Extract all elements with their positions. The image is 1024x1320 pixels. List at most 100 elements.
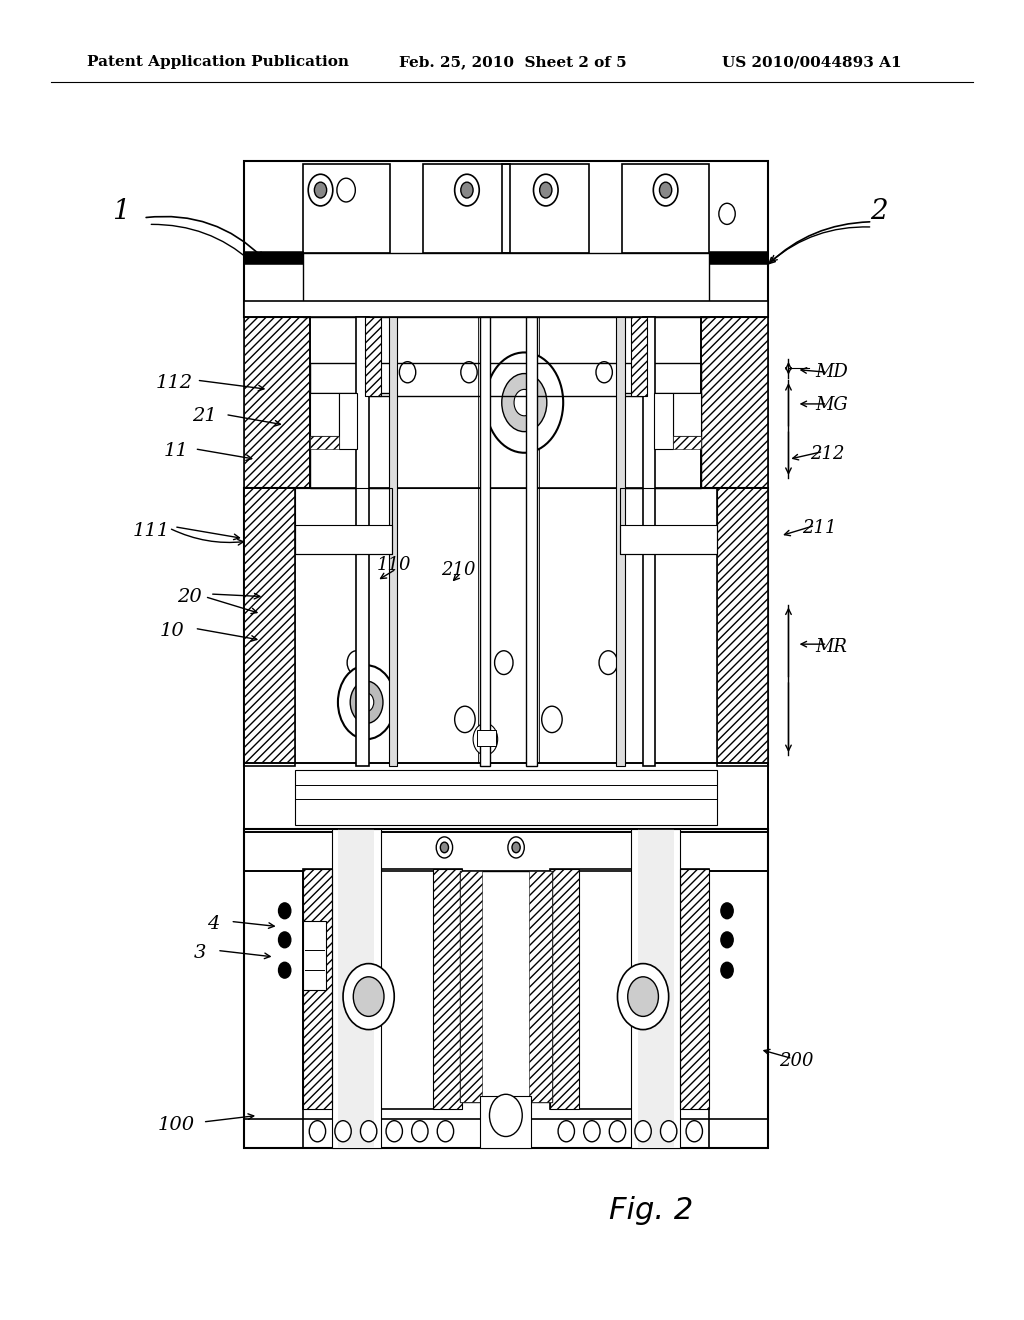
- Bar: [680, 869, 709, 1109]
- Circle shape: [584, 1121, 600, 1142]
- Text: 211: 211: [802, 519, 837, 537]
- Circle shape: [660, 1121, 677, 1142]
- Circle shape: [455, 706, 475, 733]
- Bar: [701, 317, 768, 488]
- Bar: [502, 164, 589, 253]
- Circle shape: [279, 903, 291, 919]
- Bar: [303, 869, 462, 1109]
- Circle shape: [485, 352, 563, 453]
- Bar: [303, 869, 332, 1109]
- Bar: [480, 1096, 531, 1148]
- Circle shape: [353, 977, 384, 1016]
- Bar: [709, 871, 768, 1148]
- Circle shape: [440, 842, 449, 853]
- Bar: [717, 488, 768, 766]
- Bar: [244, 317, 310, 488]
- Circle shape: [360, 1121, 377, 1142]
- Bar: [338, 829, 374, 1148]
- Bar: [654, 393, 673, 449]
- Bar: [244, 488, 295, 766]
- Bar: [356, 317, 369, 766]
- Bar: [423, 164, 510, 253]
- Bar: [616, 317, 625, 766]
- Bar: [244, 1119, 768, 1148]
- Bar: [303, 164, 390, 253]
- Text: 111: 111: [133, 521, 170, 540]
- Circle shape: [508, 837, 524, 858]
- Bar: [460, 871, 552, 1102]
- Circle shape: [721, 962, 733, 978]
- Text: 20: 20: [177, 587, 202, 606]
- Circle shape: [350, 681, 383, 723]
- Circle shape: [502, 374, 547, 432]
- Text: 112: 112: [156, 374, 193, 392]
- Bar: [303, 921, 326, 990]
- Circle shape: [309, 1121, 326, 1142]
- Circle shape: [399, 362, 416, 383]
- Circle shape: [279, 932, 291, 948]
- Circle shape: [599, 651, 617, 675]
- Circle shape: [461, 182, 473, 198]
- Text: MD: MD: [815, 363, 848, 381]
- Text: Fig. 2: Fig. 2: [609, 1196, 693, 1225]
- Bar: [502, 164, 589, 253]
- Bar: [550, 869, 579, 1109]
- Circle shape: [337, 178, 355, 202]
- Bar: [680, 869, 709, 1109]
- Bar: [622, 164, 709, 253]
- Bar: [310, 317, 701, 488]
- Text: 10: 10: [160, 622, 184, 640]
- Circle shape: [719, 203, 735, 224]
- Circle shape: [386, 1121, 402, 1142]
- Bar: [709, 871, 768, 1148]
- Bar: [244, 301, 768, 317]
- Text: Patent Application Publication: Patent Application Publication: [87, 55, 349, 70]
- Bar: [620, 525, 717, 554]
- Circle shape: [343, 964, 394, 1030]
- Bar: [295, 770, 717, 825]
- Circle shape: [461, 362, 477, 383]
- Circle shape: [512, 842, 520, 853]
- Bar: [244, 488, 768, 766]
- Bar: [631, 317, 647, 396]
- Bar: [339, 393, 357, 449]
- Bar: [310, 363, 701, 396]
- Bar: [638, 829, 674, 1148]
- Text: Feb. 25, 2010  Sheet 2 of 5: Feb. 25, 2010 Sheet 2 of 5: [399, 55, 627, 70]
- Bar: [244, 251, 303, 264]
- Bar: [303, 164, 390, 253]
- Text: MR: MR: [815, 638, 848, 656]
- Bar: [709, 161, 768, 264]
- Bar: [244, 871, 303, 1148]
- Bar: [295, 488, 392, 554]
- Circle shape: [540, 182, 552, 198]
- Circle shape: [412, 1121, 428, 1142]
- Bar: [622, 393, 701, 488]
- Text: 212: 212: [810, 445, 845, 463]
- Bar: [244, 317, 310, 488]
- Bar: [310, 393, 390, 488]
- Text: US 2010/0044893 A1: US 2010/0044893 A1: [722, 55, 901, 70]
- Bar: [303, 869, 332, 1109]
- Bar: [303, 253, 709, 317]
- Text: MG: MG: [815, 396, 848, 414]
- Bar: [310, 436, 339, 449]
- Bar: [550, 869, 709, 1109]
- Text: 210: 210: [441, 561, 476, 579]
- Bar: [631, 829, 680, 1148]
- Bar: [310, 393, 339, 436]
- Bar: [622, 164, 709, 253]
- Bar: [332, 829, 381, 1148]
- Text: 21: 21: [193, 407, 217, 425]
- Bar: [310, 393, 390, 488]
- Circle shape: [628, 977, 658, 1016]
- Bar: [620, 488, 717, 554]
- Bar: [295, 525, 392, 554]
- Bar: [622, 393, 701, 488]
- Bar: [433, 869, 462, 1109]
- Bar: [480, 317, 490, 766]
- Bar: [423, 164, 510, 253]
- Text: 1: 1: [112, 198, 130, 224]
- Bar: [244, 763, 768, 832]
- Text: 11: 11: [164, 442, 188, 461]
